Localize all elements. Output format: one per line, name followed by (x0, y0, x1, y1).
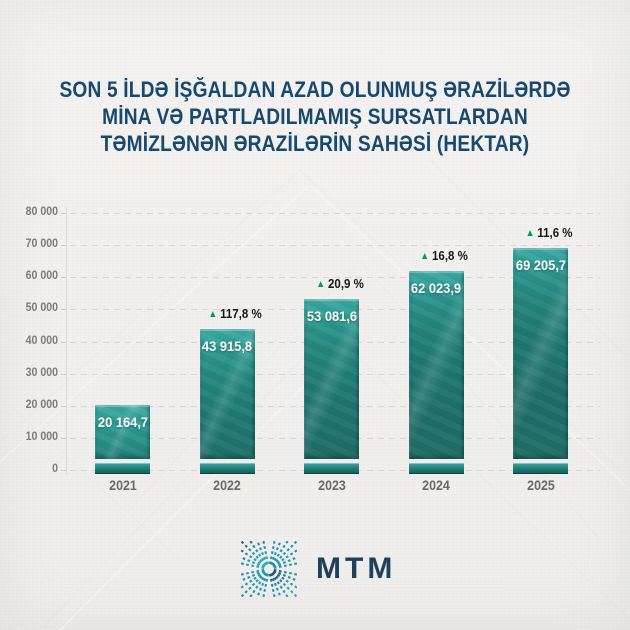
x-tick-label-2021: 2021 (108, 478, 137, 493)
bar-2025 (513, 247, 568, 460)
bar-value-2025: 69 205,7 (515, 256, 566, 273)
increase-triangle-icon: ▲ (208, 308, 218, 320)
y-tickmark (61, 245, 66, 247)
increase-triangle-icon: ▲ (420, 250, 430, 262)
bar-pedestal-2021 (95, 463, 150, 474)
pct-change-2025: ▲ 11,6 % (524, 225, 573, 240)
x-tick-label-2022: 2022 (213, 478, 241, 493)
y-tickmark (61, 470, 66, 471)
title-line-2: MİNA VƏ PARTLADILMAMIŞ SURSATLARDAN (102, 104, 528, 129)
y-tick-label: 10 000 (25, 430, 58, 443)
gridline-60000 (70, 277, 600, 279)
footer: MTM (0, 538, 630, 602)
bar-value-2024: 62 023,9 (410, 279, 462, 296)
bar-2023 (304, 299, 359, 459)
bar-pedestal-2022 (199, 463, 255, 474)
gridline-70000 (70, 245, 600, 247)
y-tickmark (61, 277, 66, 279)
gridline-80000 (70, 213, 600, 214)
y-tickmark (61, 437, 66, 439)
x-tick-label-2025: 2025 (526, 478, 555, 493)
pct-change-2024: ▲ 16,8 % (420, 248, 468, 263)
y-tick-label: 0 (52, 463, 58, 475)
y-tickmark (61, 213, 66, 214)
page-title: SON 5 İLDƏ İŞĞALDAN AZAD OLUNMUŞ ƏRAZİLƏ… (0, 76, 630, 157)
bar-pedestal-2023 (304, 463, 359, 474)
y-tick-label: 40 000 (25, 334, 58, 347)
bar-value-2023: 53 081,6 (306, 308, 357, 325)
bar-value-2022: 43 915,8 (201, 337, 253, 354)
y-tick-label: 20 000 (25, 398, 58, 411)
increase-triangle-icon: ▲ (315, 279, 325, 291)
y-tick-label: 70 000 (25, 238, 58, 251)
title-line-3: TƏMİZLƏNƏN ƏRAZİLƏRİN SAHƏSİ (HEKTAR) (100, 131, 530, 156)
bar-2024 (408, 270, 464, 460)
x-tick-label-2023: 2023 (317, 478, 346, 493)
increase-triangle-icon: ▲ (524, 227, 535, 239)
y-tickmark (61, 341, 66, 343)
pct-change-2022: ▲ 117,8 % (208, 306, 262, 321)
y-tick-label: 30 000 (25, 366, 58, 379)
bar-pedestal-2024 (408, 463, 464, 474)
bar-2021 (95, 405, 150, 459)
y-tick-label: 50 000 (25, 302, 58, 315)
y-tickmark (61, 309, 66, 311)
title-line-1: SON 5 İLDƏ İŞĞALDAN AZAD OLUNMUŞ ƏRAZİLƏ… (59, 77, 571, 102)
bar-pedestal-2025 (513, 463, 568, 474)
y-tickmark (61, 405, 66, 407)
y-axis-line (66, 207, 67, 475)
mtm-logo-text: MTM (316, 552, 397, 585)
y-tickmark (61, 373, 66, 375)
y-tick-label: 80 000 (25, 206, 58, 218)
x-tick-label-2024: 2024 (422, 478, 450, 493)
pct-change-2023: ▲ 20,9 % (315, 277, 364, 292)
y-tick-label: 60 000 (25, 270, 58, 283)
mtm-logo-icon (241, 541, 297, 597)
bar-value-2021: 20 164,7 (97, 414, 148, 431)
bar-2022 (199, 328, 255, 460)
